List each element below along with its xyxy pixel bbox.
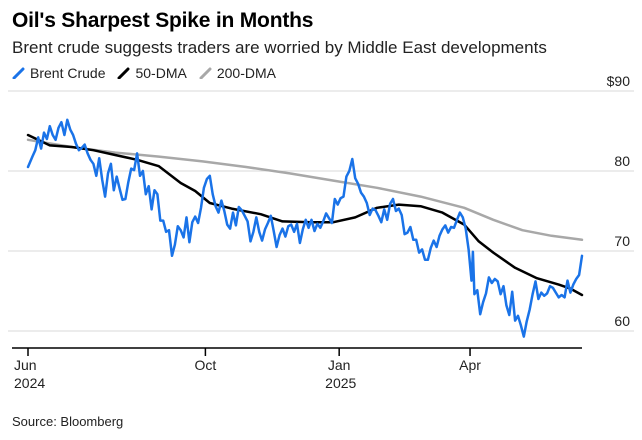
y-tick-label: 70 [614, 233, 630, 249]
chart-subtitle: Brent crude suggests traders are worried… [12, 38, 547, 57]
legend-label-brent: Brent Crude [30, 65, 106, 81]
x-axis: Jun 2024 Oct Jan 2025 Apr [12, 347, 582, 391]
legend-swatch-dma50 [117, 67, 130, 79]
y-tick-label: 80 [614, 153, 630, 169]
chart-title: Oil's Sharpest Spike in Months [12, 9, 314, 32]
legend-item-brent: Brent Crude [12, 65, 105, 81]
series-line-dma200 [26, 138, 584, 242]
legend-item-dma200: 200-DMA [199, 65, 276, 81]
series-line-dma50 [26, 133, 584, 297]
source-note: Source: Bloomberg [12, 414, 124, 429]
legend-label-dma50: 50-DMA [135, 65, 187, 81]
y-axis-labels: $90 80 70 60 [607, 73, 631, 329]
legend-label-dma200: 200-DMA [216, 65, 276, 81]
x-tick-label: Oct [195, 357, 217, 373]
x-tick-label: Jan [328, 357, 351, 373]
legend-swatch-dma200 [199, 67, 212, 79]
series-lines [26, 118, 584, 338]
y-tick-label: $90 [607, 73, 631, 89]
x-tick-label: Jun [14, 357, 37, 373]
x-tick-sublabel: 2024 [14, 375, 45, 391]
x-tick-sublabel: 2025 [325, 375, 356, 391]
legend-swatch-brent [12, 67, 25, 79]
legend: Brent Crude 50-DMA 200-DMA [12, 65, 288, 81]
series-line-brent [26, 118, 584, 338]
y-tick-label: 60 [614, 313, 630, 329]
x-tick-label: Apr [459, 357, 481, 373]
legend-item-dma50: 50-DMA [117, 65, 187, 81]
